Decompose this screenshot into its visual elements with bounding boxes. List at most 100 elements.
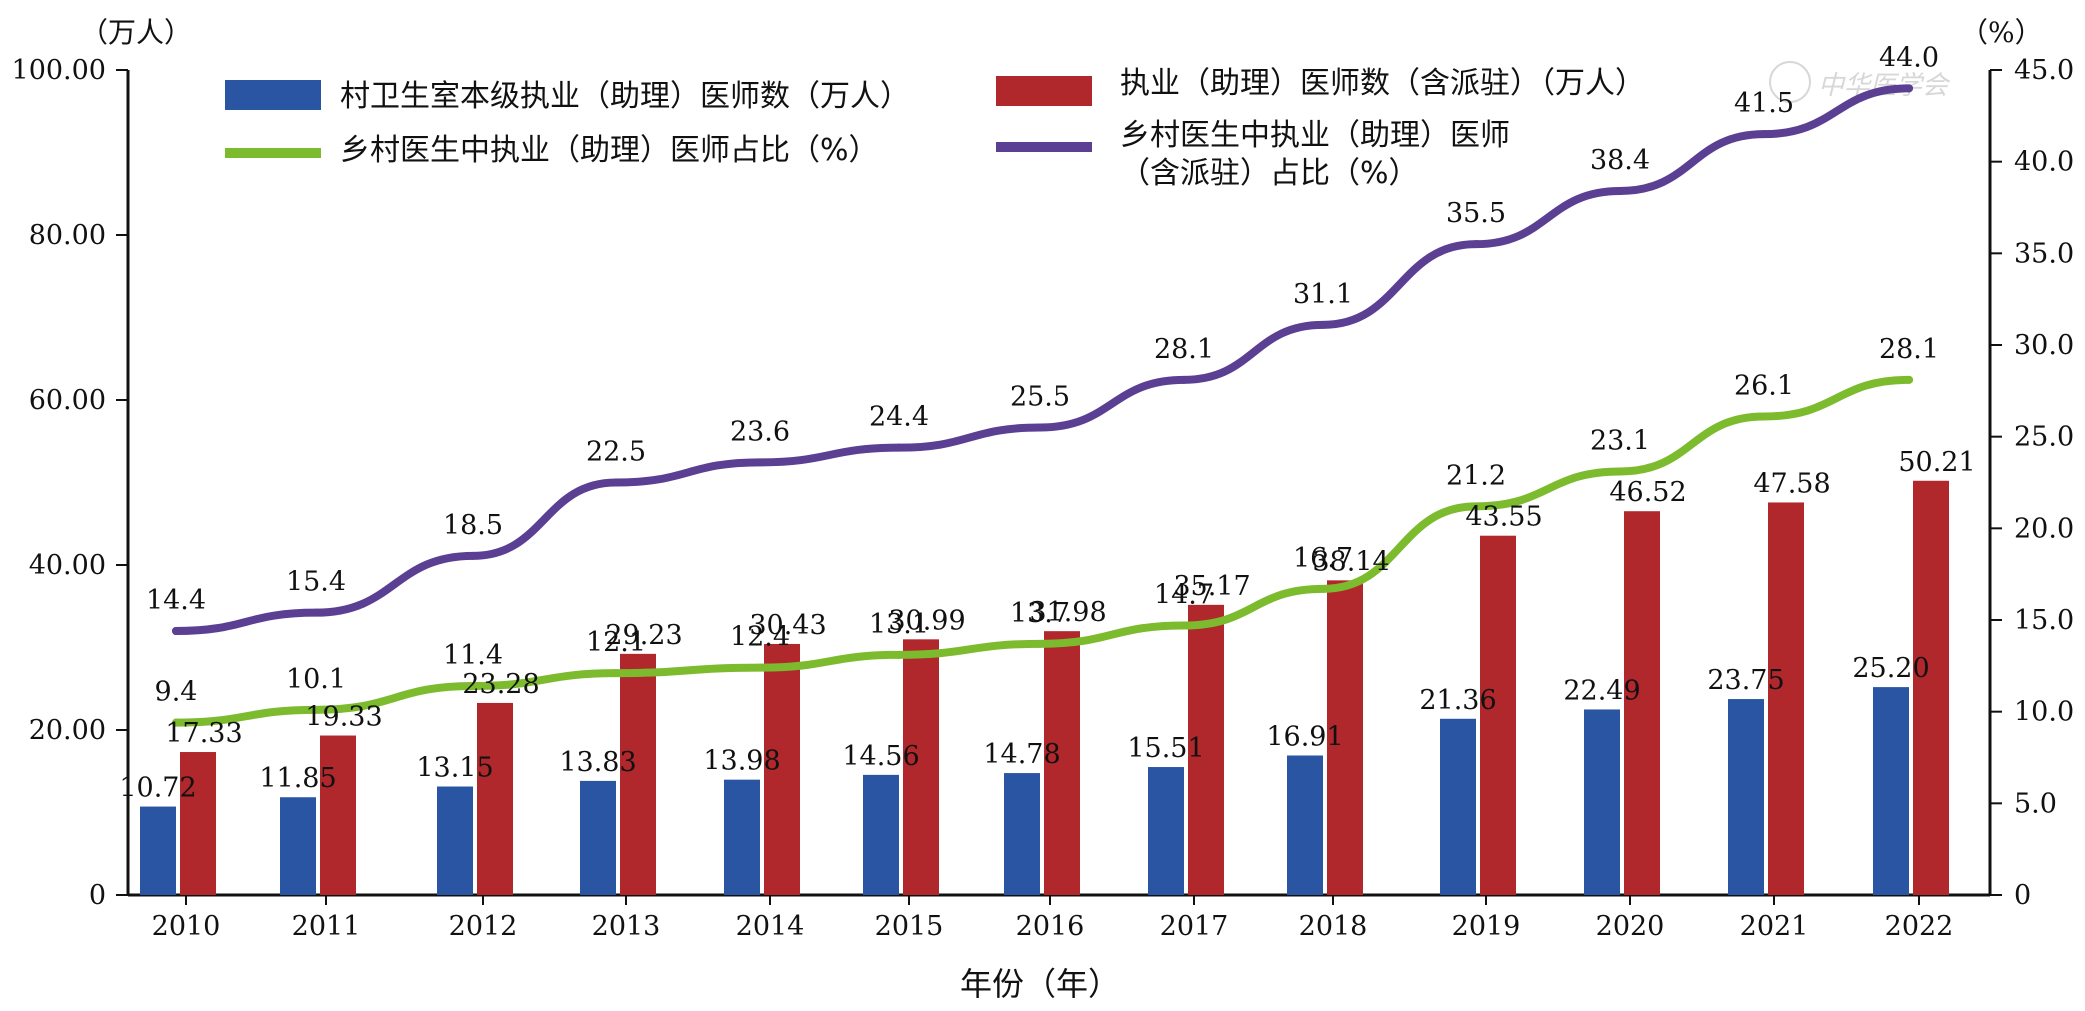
data-label-red-bar: 35.17 xyxy=(1173,571,1250,602)
green-line-point xyxy=(1616,467,1624,476)
data-label-red-bar: 47.58 xyxy=(1753,468,1830,499)
data-label-purple-line: 41.5 xyxy=(1734,88,1794,119)
data-label-blue-bar: 14.78 xyxy=(983,739,1060,770)
green-line-point xyxy=(1180,621,1188,630)
right-tick-label: 30.0 xyxy=(2014,330,2074,361)
data-label-purple-line: 25.5 xyxy=(1010,382,1070,413)
purple-line-point xyxy=(1760,130,1768,139)
left-tick-label: 20.00 xyxy=(29,715,106,746)
purple-line-point xyxy=(1180,375,1188,384)
watermark-logo: 中华医学会 xyxy=(1769,61,1951,103)
legend-item-red-bar: 执业（助理）医师数（含派驻）（万人） xyxy=(996,66,1645,106)
legend-label-purple-line-2: （含派驻）占比（%） xyxy=(1120,156,1419,191)
data-label-red-bar: 29.23 xyxy=(605,620,682,651)
x-tick-label: 2020 xyxy=(1596,911,1665,942)
legend-label-purple-line-1: 乡村医生中执业（助理）医师 xyxy=(1120,118,1510,153)
data-label-green-line: 13.1 xyxy=(869,609,929,640)
right-tick-label: 20.0 xyxy=(2014,513,2074,544)
legend-item-green-line: 乡村医生中执业（助理）医师占比（%） xyxy=(225,133,879,168)
bar-series-rural-clinic-physicians xyxy=(140,687,1909,895)
purple-line-point xyxy=(895,443,903,452)
data-label-purple-line: 22.5 xyxy=(586,437,646,468)
left-axis-unit: （万人） xyxy=(80,16,192,49)
left-tick-label: 80.00 xyxy=(29,220,106,251)
bar-red xyxy=(180,752,216,895)
data-label-green-line: 13.7 xyxy=(1010,598,1070,629)
right-tick-label: 15.0 xyxy=(2014,605,2074,636)
bar-red xyxy=(903,639,939,895)
purple-line-point xyxy=(469,551,477,560)
bar-red xyxy=(1624,511,1660,895)
data-label-green-line: 12.4 xyxy=(730,622,790,653)
green-line-point xyxy=(1760,412,1768,421)
watermark-text: 中华医学会 xyxy=(1818,71,1951,101)
data-label-purple-line: 18.5 xyxy=(443,510,503,541)
right-axis-ticks: 0 5.0 10.0 15.0 20.0 25.0 30.0 35.0 40.0 45.0 xyxy=(1990,55,2074,911)
bar-blue xyxy=(580,780,616,895)
green-line-point xyxy=(1036,639,1044,648)
data-label-blue-bar: 16.91 xyxy=(1266,721,1343,752)
data-label-green-line: 21.2 xyxy=(1446,460,1506,491)
line-series-physician-share-incl-dispatched xyxy=(172,84,1913,635)
bar-red xyxy=(1044,631,1080,895)
x-tick-label: 2019 xyxy=(1452,911,1521,942)
data-label-red-bar: 46.52 xyxy=(1609,477,1686,508)
left-axis-ticks: 0 20.00 40.00 60.00 80.00 100.00 xyxy=(12,55,128,911)
green-line-point xyxy=(1472,502,1480,511)
green-line-point xyxy=(756,663,764,672)
line-series-physician-share xyxy=(172,375,1913,727)
data-label-green-line: 16.7 xyxy=(1293,543,1353,574)
data-label-purple-line: 35.5 xyxy=(1446,198,1506,229)
right-tick-label: 25.0 xyxy=(2014,422,2074,453)
data-label-blue-bar: 13.98 xyxy=(703,746,780,777)
data-label-red-bar: 30.43 xyxy=(749,610,826,641)
legend-label-red-bar: 执业（助理）医师数（含派驻）（万人） xyxy=(1120,66,1645,101)
data-label-green-line: 11.4 xyxy=(443,640,503,671)
right-tick-label: 10.0 xyxy=(2014,697,2074,728)
purple-line-point xyxy=(1616,187,1624,195)
legend-label-blue-bar: 村卫生室本级执业（助理）医师数（万人） xyxy=(340,79,910,114)
data-label-purple-line: 23.6 xyxy=(730,416,790,447)
bar-blue xyxy=(724,779,760,895)
data-label-green-line: 14.7 xyxy=(1154,580,1214,611)
right-tick-label: 35.0 xyxy=(2014,238,2074,269)
bar-red xyxy=(1768,502,1804,895)
bar-red xyxy=(320,735,356,895)
data-label-green-line: 28.1 xyxy=(1879,334,1939,365)
x-tick-label: 2011 xyxy=(292,911,361,942)
right-tick-label: 45.0 xyxy=(2014,55,2074,86)
bar-blue xyxy=(863,774,899,895)
x-tick-label: 2017 xyxy=(1160,911,1229,942)
left-tick-label: 40.00 xyxy=(29,550,106,581)
right-axis-unit: （%） xyxy=(1960,16,2043,49)
legend-item-purple-line: 乡村医生中执业（助理）医师 （含派驻）占比（%） xyxy=(996,118,1510,191)
bar-blue xyxy=(1440,718,1476,895)
bar-blue xyxy=(1148,767,1184,895)
green-line-point xyxy=(469,682,477,690)
purple-line-point xyxy=(1319,320,1327,329)
data-label-green-line: 12.1 xyxy=(586,627,646,658)
data-label-purple-line: 24.4 xyxy=(869,402,929,433)
x-tick-label: 2015 xyxy=(875,911,944,942)
data-label-blue-bar: 13.15 xyxy=(416,753,493,784)
bar-red xyxy=(1913,480,1949,895)
data-label-blue-bar: 15.51 xyxy=(1127,733,1204,764)
data-label-red-bar: 23.28 xyxy=(462,669,539,700)
data-label-purple-line: 38.4 xyxy=(1590,145,1650,176)
purple-line-point xyxy=(756,458,764,467)
data-label-blue-bar: 21.36 xyxy=(1419,685,1496,716)
purple-line-point xyxy=(612,478,620,487)
bar-blue xyxy=(1004,773,1040,895)
x-tick-label: 2010 xyxy=(152,911,221,942)
data-label-purple-line: 28.1 xyxy=(1154,334,1214,365)
purple-line-point xyxy=(312,608,320,617)
bar-blue xyxy=(437,786,473,895)
data-label-blue-bar: 13.83 xyxy=(559,747,636,778)
data-label-blue-bar: 23.75 xyxy=(1707,665,1784,696)
green-line-point xyxy=(1319,584,1327,593)
bar-blue xyxy=(1728,699,1764,895)
bar-blue xyxy=(1584,709,1620,895)
data-label-green-line: 9.4 xyxy=(155,677,198,708)
right-tick-label: 40.0 xyxy=(2014,147,2074,178)
x-tick-label: 2022 xyxy=(1885,911,1954,942)
